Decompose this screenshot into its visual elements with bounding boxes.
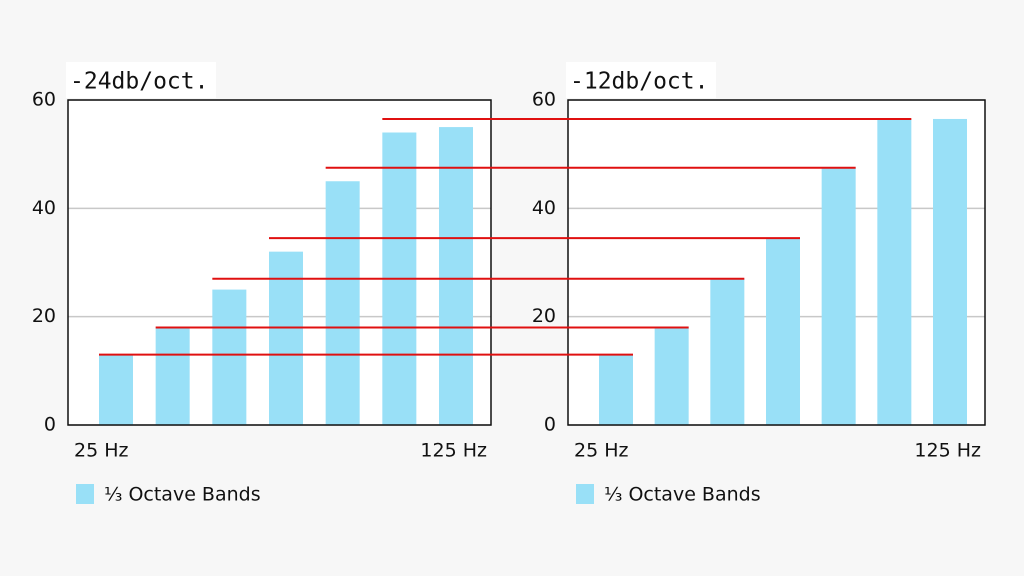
x-tick-label: 25 Hz [574,440,629,462]
bar [325,181,360,425]
bar [766,238,800,425]
bar [212,289,247,425]
title-box [566,62,716,98]
legend-swatch [76,484,94,504]
bar [439,127,473,425]
bar [821,167,856,426]
bar [877,118,912,425]
y-tick-label: 20 [32,305,56,327]
plot-frame [67,99,492,426]
bar [99,354,133,425]
legend-swatch [576,484,594,504]
legend-label: ⅓ Octave Bands [104,484,261,506]
y-tick-label: 40 [32,197,56,219]
bar [654,327,689,425]
bar [933,118,967,425]
chart-title: -12db/oct. [570,69,708,95]
x-tick-label: 125 Hz [420,440,487,462]
y-tick-label: 0 [44,414,56,436]
chart-title: -24db/oct. [70,69,208,95]
legend-label: ⅓ Octave Bands [604,484,761,506]
bar [599,354,633,425]
y-tick-label: 60 [532,89,556,111]
y-tick-label: 60 [32,89,56,111]
plot-frame [567,99,986,426]
bar [710,278,745,425]
y-tick-label: 40 [532,197,556,219]
x-tick-label: 25 Hz [74,440,129,462]
y-tick-label: 20 [532,305,556,327]
bar [269,251,303,425]
bar [155,327,190,425]
y-tick-label: 0 [544,414,556,436]
x-tick-label: 125 Hz [914,440,981,462]
title-box [66,62,216,98]
